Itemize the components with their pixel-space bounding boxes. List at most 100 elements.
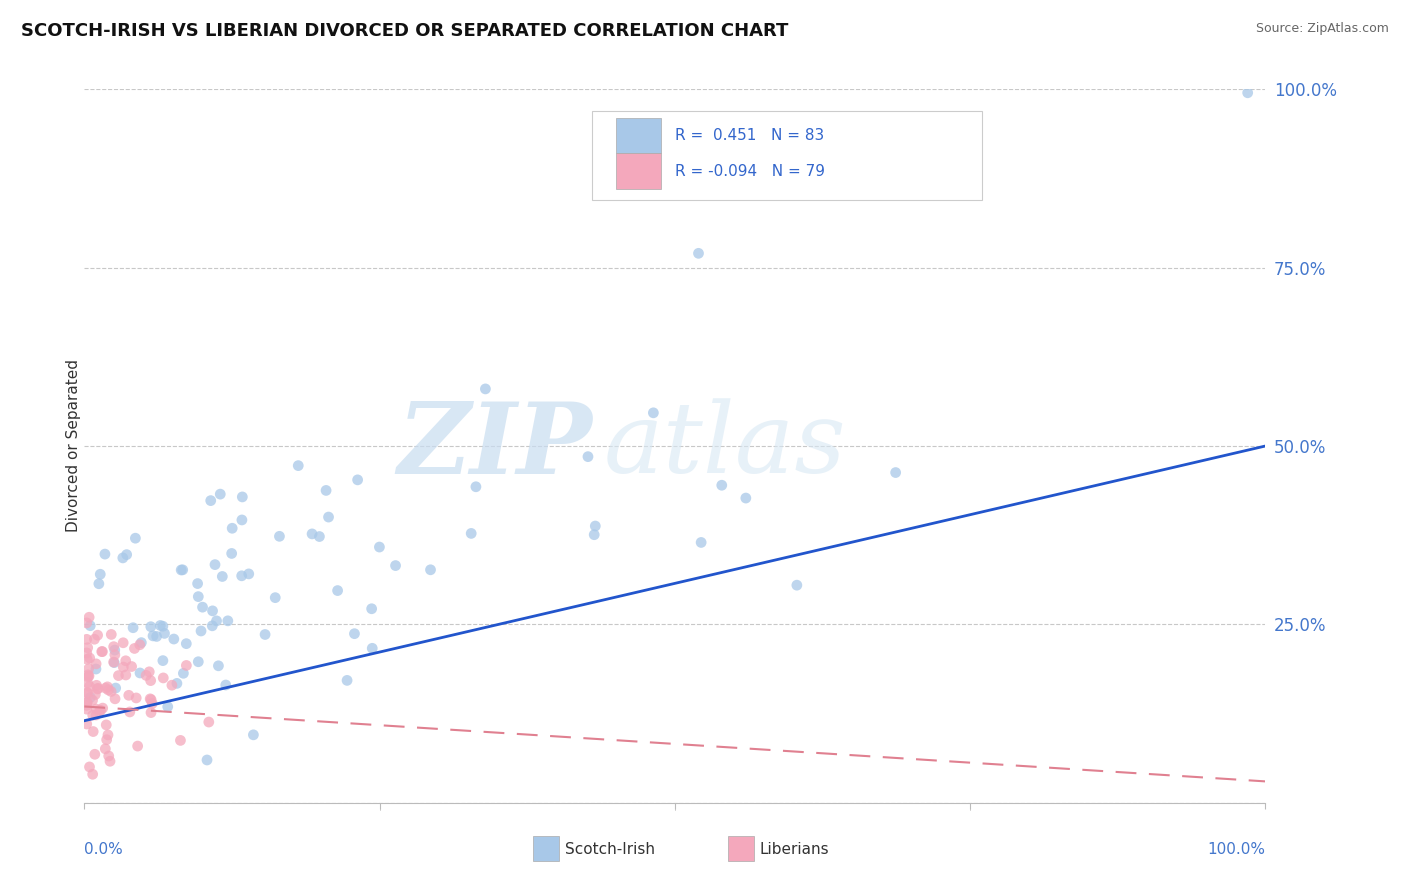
Text: 100.0%: 100.0% (1208, 842, 1265, 857)
Point (142, 629, 165, 643)
Point (76, 702, 98, 716)
Point (710, 478, 733, 492)
Point (419, 563, 441, 577)
Point (76, 695, 98, 709)
Point (264, 591, 287, 605)
Point (201, 604, 224, 618)
Point (301, 527, 323, 541)
Point (336, 673, 359, 688)
Point (221, 521, 243, 535)
Point (86, 678, 108, 692)
Point (121, 659, 143, 673)
Point (152, 619, 174, 633)
Point (77, 670, 100, 684)
Point (315, 483, 337, 498)
Point (79, 760, 101, 774)
Point (79, 651, 101, 665)
Point (76, 717, 98, 731)
Point (94, 742, 117, 756)
Point (77, 668, 100, 682)
Point (200, 493, 222, 508)
Point (190, 624, 212, 638)
Point (361, 641, 384, 656)
Point (84, 662, 107, 676)
Point (145, 630, 167, 644)
Point (76, 646, 98, 660)
Point (118, 705, 141, 719)
Point (77, 662, 100, 676)
Point (86, 681, 108, 696)
Point (139, 691, 162, 706)
Point (343, 626, 366, 640)
Point (139, 673, 162, 688)
Point (128, 638, 150, 652)
Point (79, 680, 101, 694)
Point (76, 640, 98, 655)
Point (176, 637, 198, 651)
Point (346, 473, 368, 487)
Point (156, 699, 179, 714)
Text: Scotch-Irish: Scotch-Irish (565, 842, 655, 856)
Point (217, 614, 239, 628)
Point (254, 627, 277, 641)
Point (77, 669, 100, 683)
Point (170, 563, 193, 577)
Point (187, 576, 209, 591)
Point (89, 703, 111, 717)
Point (211, 569, 233, 583)
Text: atlas: atlas (605, 399, 846, 493)
Point (115, 548, 138, 562)
Y-axis label: Divorced or Separated: Divorced or Separated (66, 359, 80, 533)
Point (368, 540, 391, 554)
Point (76, 698, 98, 713)
Point (141, 697, 163, 711)
FancyBboxPatch shape (728, 837, 754, 862)
Point (97, 728, 120, 742)
Point (326, 583, 349, 598)
Point (187, 655, 209, 669)
Point (131, 635, 153, 649)
Point (238, 566, 260, 581)
Text: 0.0%: 0.0% (84, 842, 124, 857)
Point (114, 654, 136, 668)
Point (163, 632, 186, 646)
Text: Source: ZipAtlas.com: Source: ZipAtlas.com (1256, 22, 1389, 36)
Point (89, 703, 111, 717)
Text: SCOTCH-IRISH VS LIBERIAN DIVORCED OR SEPARATED CORRELATION CHART: SCOTCH-IRISH VS LIBERIAN DIVORCED OR SEP… (21, 22, 789, 40)
Point (122, 621, 145, 635)
Point (96, 680, 118, 694)
Point (139, 620, 162, 634)
Text: Liberians: Liberians (759, 842, 830, 856)
Point (198, 714, 221, 729)
Point (153, 626, 176, 640)
Point (94, 547, 117, 561)
Point (76, 686, 98, 700)
Point (100, 684, 122, 698)
Point (112, 660, 135, 674)
Point (318, 510, 340, 524)
Point (207, 658, 229, 673)
Point (104, 648, 127, 662)
FancyBboxPatch shape (592, 111, 981, 200)
Point (152, 671, 174, 685)
Point (734, 491, 756, 505)
Point (79, 618, 101, 632)
Point (583, 527, 606, 541)
Point (176, 658, 198, 673)
Text: ZIP: ZIP (398, 398, 592, 494)
Point (139, 692, 162, 706)
Point (87, 681, 110, 696)
Point (98, 754, 121, 768)
FancyBboxPatch shape (616, 153, 661, 189)
Point (96, 718, 118, 732)
Point (160, 678, 183, 692)
Point (112, 636, 135, 650)
Point (690, 535, 713, 549)
Point (100, 627, 122, 641)
Point (169, 733, 191, 747)
Point (464, 480, 486, 494)
Text: R =  0.451   N = 83: R = 0.451 N = 83 (675, 128, 824, 143)
Point (90, 644, 112, 658)
Point (786, 578, 808, 592)
Point (166, 676, 188, 690)
